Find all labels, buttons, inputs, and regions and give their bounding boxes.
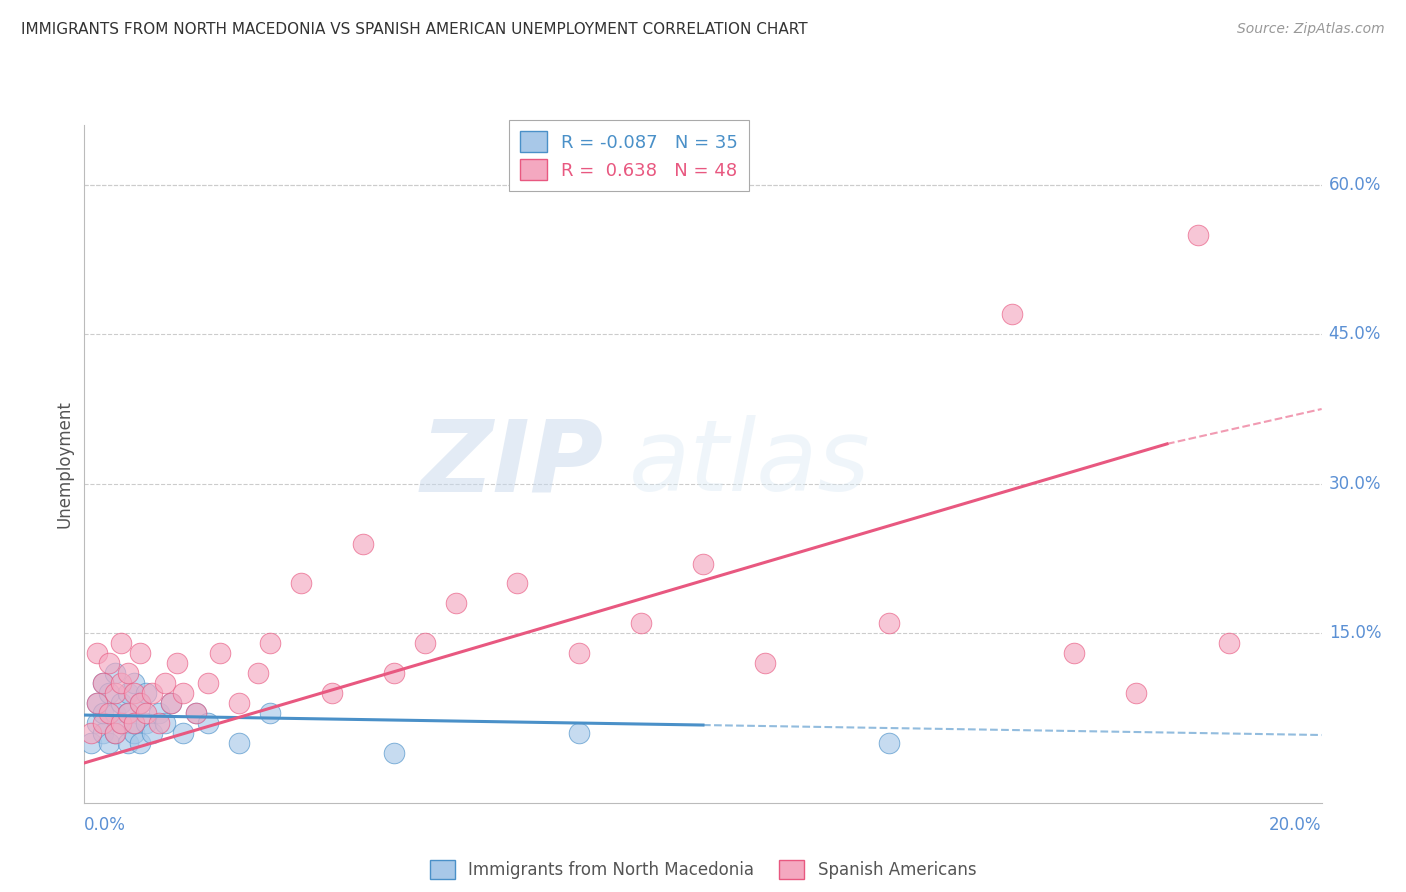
- Point: [129, 696, 152, 710]
- Text: 60.0%: 60.0%: [1329, 176, 1381, 194]
- Point: [413, 636, 436, 650]
- Point: [135, 706, 157, 720]
- Point: [568, 726, 591, 740]
- Point: [290, 576, 312, 591]
- Point: [117, 706, 139, 720]
- Point: [141, 726, 163, 740]
- Point: [160, 696, 183, 710]
- Point: [98, 686, 121, 700]
- Text: Source: ZipAtlas.com: Source: ZipAtlas.com: [1237, 22, 1385, 37]
- Point: [110, 716, 132, 731]
- Point: [122, 676, 145, 690]
- Point: [506, 576, 529, 591]
- Text: 0.0%: 0.0%: [84, 816, 127, 834]
- Point: [110, 676, 132, 690]
- Point: [86, 646, 108, 660]
- Point: [382, 666, 405, 681]
- Point: [160, 696, 183, 710]
- Point: [86, 696, 108, 710]
- Point: [98, 736, 121, 750]
- Point: [259, 636, 281, 650]
- Point: [444, 596, 467, 610]
- Point: [172, 726, 194, 740]
- Point: [1187, 227, 1209, 242]
- Point: [166, 657, 188, 671]
- Point: [91, 676, 114, 690]
- Point: [692, 557, 714, 571]
- Point: [91, 676, 114, 690]
- Point: [117, 706, 139, 720]
- Point: [153, 716, 176, 731]
- Point: [228, 696, 250, 710]
- Point: [877, 736, 900, 750]
- Point: [122, 716, 145, 731]
- Point: [91, 706, 114, 720]
- Point: [1001, 307, 1024, 321]
- Point: [91, 716, 114, 731]
- Point: [117, 686, 139, 700]
- Point: [104, 686, 127, 700]
- Point: [568, 646, 591, 660]
- Point: [98, 657, 121, 671]
- Text: 20.0%: 20.0%: [1270, 816, 1322, 834]
- Text: atlas: atlas: [628, 416, 870, 512]
- Point: [1218, 636, 1240, 650]
- Point: [122, 716, 145, 731]
- Point: [104, 666, 127, 681]
- Point: [86, 696, 108, 710]
- Point: [246, 666, 269, 681]
- Point: [141, 686, 163, 700]
- Point: [148, 716, 170, 731]
- Point: [197, 676, 219, 690]
- Point: [86, 716, 108, 731]
- Point: [91, 726, 114, 740]
- Point: [79, 726, 101, 740]
- Point: [259, 706, 281, 720]
- Point: [129, 736, 152, 750]
- Point: [172, 686, 194, 700]
- Point: [1125, 686, 1147, 700]
- Point: [630, 616, 652, 631]
- Point: [129, 696, 152, 710]
- Legend: Immigrants from North Macedonia, Spanish Americans: Immigrants from North Macedonia, Spanish…: [423, 854, 983, 886]
- Text: 30.0%: 30.0%: [1329, 475, 1381, 492]
- Point: [321, 686, 343, 700]
- Point: [382, 746, 405, 760]
- Point: [98, 706, 121, 720]
- Point: [754, 657, 776, 671]
- Point: [184, 706, 207, 720]
- Point: [153, 676, 176, 690]
- Point: [79, 736, 101, 750]
- Point: [110, 716, 132, 731]
- Point: [209, 646, 232, 660]
- Point: [135, 716, 157, 731]
- Point: [352, 536, 374, 550]
- Point: [197, 716, 219, 731]
- Text: 45.0%: 45.0%: [1329, 326, 1381, 343]
- Point: [184, 706, 207, 720]
- Point: [1063, 646, 1085, 660]
- Point: [877, 616, 900, 631]
- Text: ZIP: ZIP: [420, 416, 605, 512]
- Point: [104, 726, 127, 740]
- Point: [122, 726, 145, 740]
- Point: [104, 726, 127, 740]
- Point: [117, 736, 139, 750]
- Point: [110, 696, 132, 710]
- Point: [117, 666, 139, 681]
- Point: [228, 736, 250, 750]
- Point: [129, 646, 152, 660]
- Point: [135, 686, 157, 700]
- Point: [122, 686, 145, 700]
- Text: 15.0%: 15.0%: [1329, 624, 1381, 642]
- Point: [110, 636, 132, 650]
- Point: [104, 706, 127, 720]
- Text: IMMIGRANTS FROM NORTH MACEDONIA VS SPANISH AMERICAN UNEMPLOYMENT CORRELATION CHA: IMMIGRANTS FROM NORTH MACEDONIA VS SPANI…: [21, 22, 807, 37]
- Point: [148, 706, 170, 720]
- Y-axis label: Unemployment: Unemployment: [55, 400, 73, 528]
